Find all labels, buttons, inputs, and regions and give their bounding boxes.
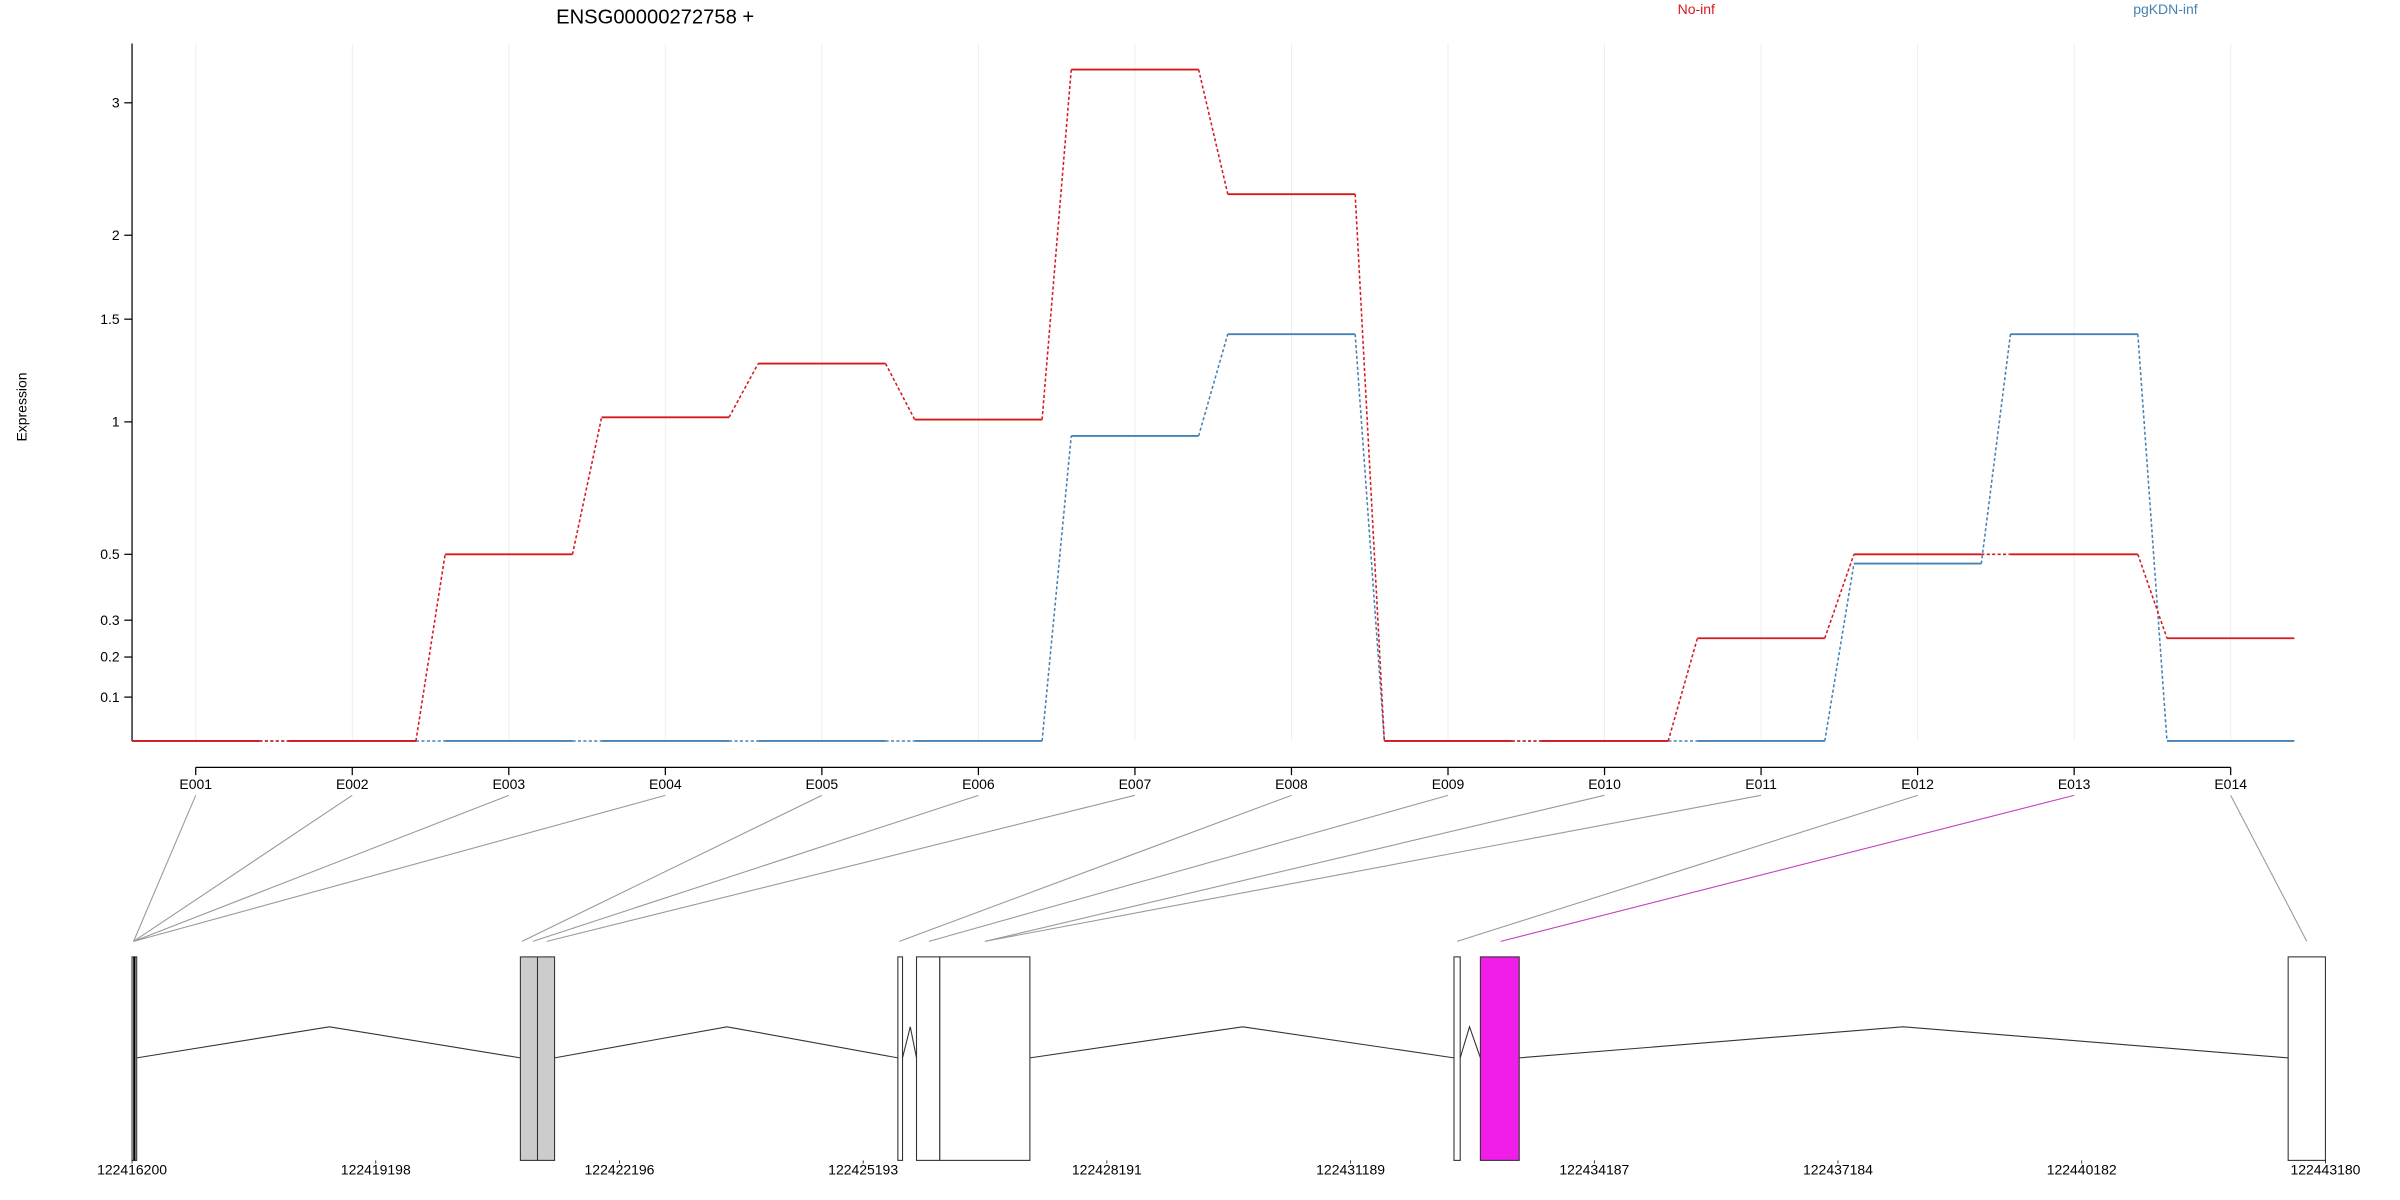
x-tick-label: E004 xyxy=(649,776,682,792)
step-connector xyxy=(1667,638,1699,742)
exon xyxy=(1453,956,1461,1161)
step-connector xyxy=(1197,69,1229,195)
legend-label: pgKDN-inf xyxy=(2133,1,2198,17)
exon-link xyxy=(984,794,1762,942)
exon-link xyxy=(133,794,353,942)
step-connector xyxy=(2137,554,2168,639)
genomic-tick-label: 122443180 xyxy=(2290,1161,2360,1177)
genomic-tick-label: 122419198 xyxy=(341,1161,411,1177)
step-connector xyxy=(415,554,446,742)
exon-link xyxy=(1500,794,2075,942)
step-connector xyxy=(884,363,916,420)
x-tick-label: E011 xyxy=(1745,776,1777,792)
exon xyxy=(939,956,1031,1161)
exon-link xyxy=(532,794,979,942)
exon-link xyxy=(133,795,197,942)
intron xyxy=(901,1026,918,1058)
step-connector xyxy=(1823,563,1855,742)
exon-link xyxy=(133,794,666,942)
exon-link xyxy=(133,794,509,942)
exon-link xyxy=(2230,795,2308,942)
exon-link xyxy=(928,794,1449,942)
y-tick-label: 0.1 xyxy=(100,689,120,705)
step-connector xyxy=(571,417,603,555)
x-tick-label: E014 xyxy=(2214,776,2247,792)
x-tick-label: E008 xyxy=(1275,776,1308,792)
x-tick-label: E003 xyxy=(492,776,525,792)
y-axis-label: Expression xyxy=(13,372,29,441)
y-tick-label: 1.5 xyxy=(100,311,120,327)
y-tick-label: 1 xyxy=(112,414,120,430)
genomic-tick-label: 122440182 xyxy=(2047,1161,2117,1177)
genomic-tick-label: 122422196 xyxy=(585,1161,655,1177)
intron xyxy=(1459,1025,1481,1059)
y-tick-label: 0.3 xyxy=(100,612,120,628)
step-connector xyxy=(1354,334,1386,742)
exon xyxy=(915,956,941,1161)
genomic-tick-label: 122434187 xyxy=(1559,1161,1629,1177)
exon-link xyxy=(521,794,823,942)
intron xyxy=(554,1026,898,1059)
chart-title: ENSG00000272758 + xyxy=(556,6,754,28)
intron xyxy=(136,1026,521,1059)
step-connector xyxy=(728,363,759,418)
step-connector xyxy=(1041,435,1073,742)
step-connector xyxy=(2137,334,2168,742)
genomic-tick-label: 122431189 xyxy=(1316,1161,1385,1177)
exon-highlight xyxy=(1479,956,1520,1161)
step-connector xyxy=(1041,69,1073,420)
step-connector xyxy=(1980,334,2012,564)
x-tick-label: E001 xyxy=(179,776,212,792)
exon-link xyxy=(546,794,1136,942)
x-tick-label: E002 xyxy=(336,776,369,792)
x-tick-label: E009 xyxy=(1432,776,1465,792)
x-tick-label: E012 xyxy=(1901,776,1934,792)
genomic-tick-label: 122437184 xyxy=(1803,1161,1873,1177)
genomic-tick-label: 122428191 xyxy=(1072,1161,1142,1177)
y-tick-label: 3 xyxy=(112,94,120,110)
exon xyxy=(2287,956,2326,1161)
exon-link xyxy=(899,794,1292,942)
y-tick-label: 0.5 xyxy=(100,546,120,562)
gene-model xyxy=(131,956,2326,1161)
x-tick-label: E013 xyxy=(2058,776,2091,792)
x-tick-label: E005 xyxy=(806,776,839,792)
step-connector xyxy=(1824,554,1855,639)
exon-link xyxy=(984,794,1605,942)
legend-label: No-inf xyxy=(1678,1,1715,17)
intron xyxy=(1519,1026,2289,1059)
x-tick-label: E006 xyxy=(962,776,995,792)
exon-link xyxy=(1456,794,1918,942)
y-tick-label: 0.2 xyxy=(100,649,120,665)
step-connector xyxy=(1197,333,1229,437)
exon xyxy=(897,956,904,1161)
x-tick-label: E010 xyxy=(1588,776,1621,792)
x-tick-label: E007 xyxy=(1119,776,1152,792)
y-tick-label: 2 xyxy=(112,227,120,243)
intron xyxy=(1029,1026,1455,1059)
step-connector xyxy=(1354,194,1386,742)
genomic-tick-label: 122425193 xyxy=(828,1161,898,1177)
genomic-tick-label: 122416200 xyxy=(97,1161,167,1177)
